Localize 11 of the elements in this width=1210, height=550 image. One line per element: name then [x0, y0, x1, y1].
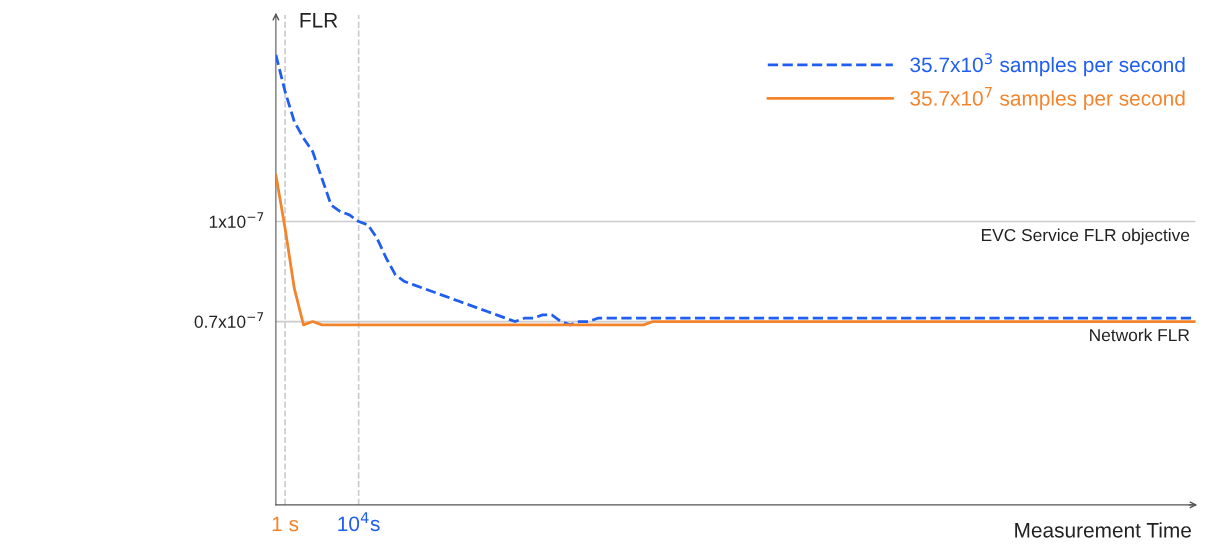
- text: 35.7x10$^{7}$ samples per second: [910, 86, 1185, 110]
- line-series: [275, 173, 1196, 327]
- y-axis-title: FLR: [300, 13, 338, 28]
- x-tick-label: 10$^{4}$s: [338, 512, 380, 532]
- ref-line-label: Network FLR: [1090, 328, 1190, 342]
- y-tick-label: 1x10$^{−7}$: [209, 212, 264, 228]
- x-axis-title: Measurement Time: [1015, 522, 1191, 538]
- text: 35.7x10$^{3}$ samples per second: [910, 53, 1185, 77]
- x-tick-label: 1 s: [272, 516, 299, 532]
- y-tick-label: 0.7x10$^{−7}$: [194, 312, 264, 328]
- ref-line-label: EVC Service FLR objective: [981, 228, 1190, 245]
